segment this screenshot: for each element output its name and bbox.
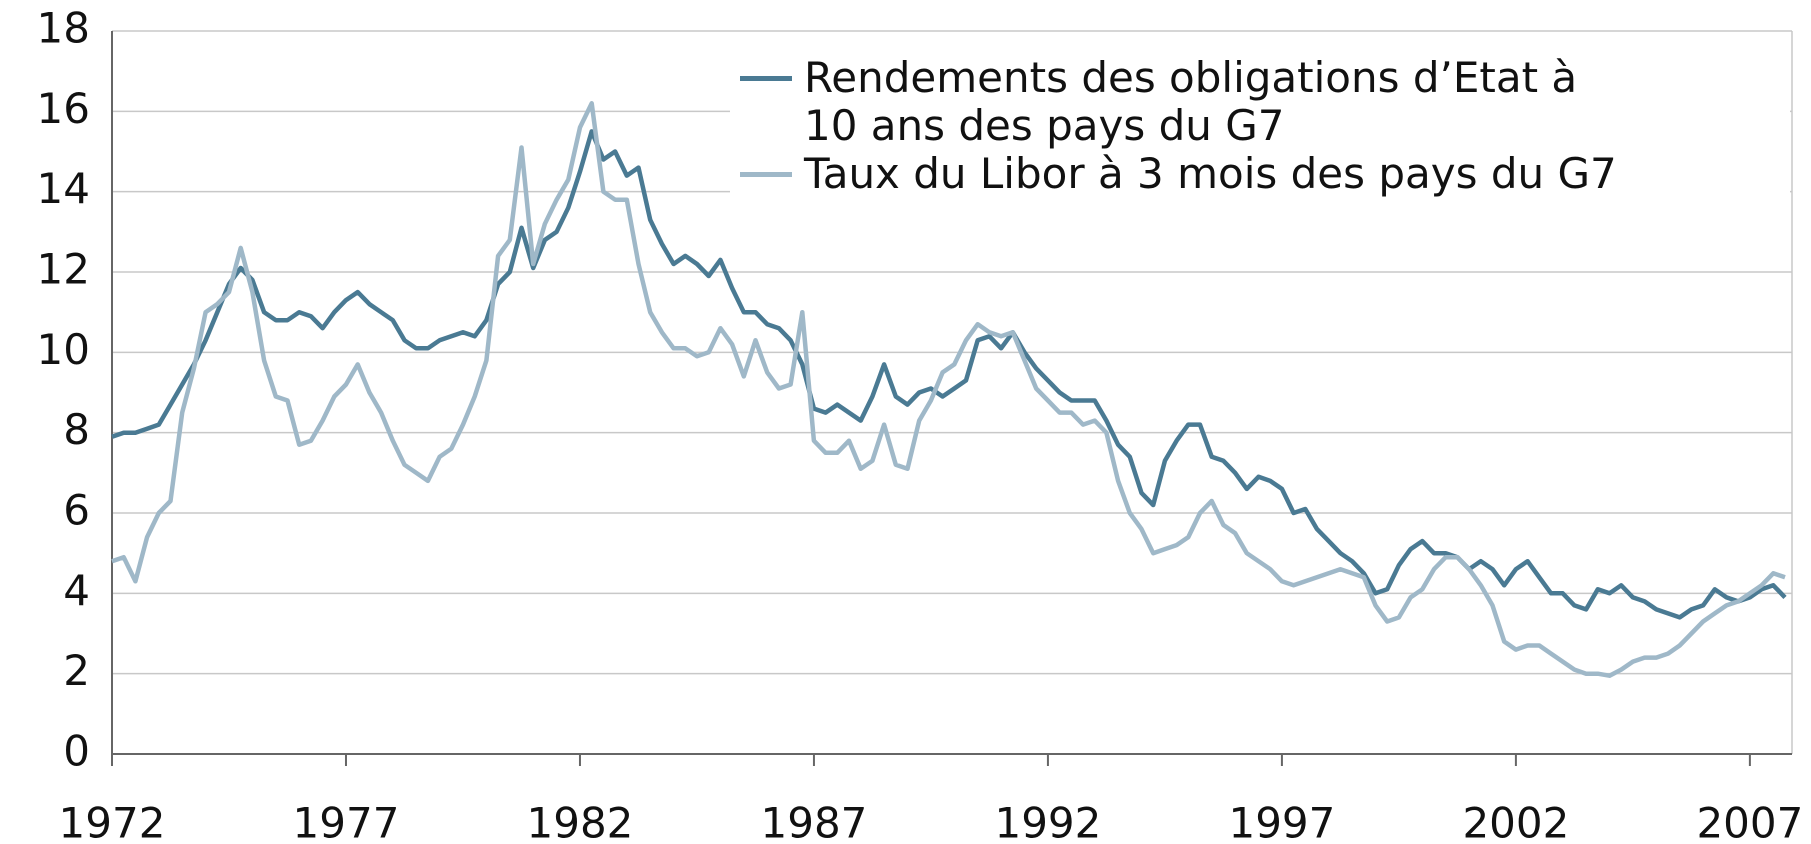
series-line <box>111 129 1787 620</box>
series-line <box>111 101 1786 678</box>
legend-item: Taux du Libor à 3 mois des pays du G7 <box>740 150 1780 198</box>
y-tick-label: 10 <box>37 325 90 374</box>
x-tick-label: 1987 <box>761 799 868 844</box>
legend-item: Rendements des obligations d’Etat à 10 a… <box>740 54 1624 150</box>
x-tick-label: 1972 <box>59 799 166 844</box>
x-tick-label: 2002 <box>1462 799 1569 844</box>
y-tick-label: 0 <box>63 727 90 776</box>
y-tick-label: 18 <box>37 4 90 53</box>
y-tick-label: 2 <box>63 646 90 695</box>
y-tick-label: 8 <box>63 405 90 454</box>
y-tick-label: 6 <box>63 486 90 535</box>
legend-label: Taux du Libor à 3 mois des pays du G7 <box>804 149 1617 198</box>
legend: Rendements des obligations d’Etat à 10 a… <box>730 50 1790 206</box>
x-tick-label: 1997 <box>1228 799 1335 844</box>
legend-swatch <box>740 76 792 81</box>
y-tick-label: 14 <box>37 164 90 213</box>
y-tick-label: 12 <box>37 245 90 294</box>
x-tick-label: 1982 <box>527 799 634 844</box>
y-tick-label: 16 <box>37 84 90 133</box>
x-tick-label: 1992 <box>994 799 1101 844</box>
x-tick-label: 2007 <box>1696 799 1803 844</box>
legend-swatch <box>740 172 792 177</box>
y-tick-label: 4 <box>63 566 90 615</box>
legend-label: Rendements des obligations d’Etat à 10 a… <box>804 53 1578 150</box>
x-tick-label: 1977 <box>293 799 400 844</box>
